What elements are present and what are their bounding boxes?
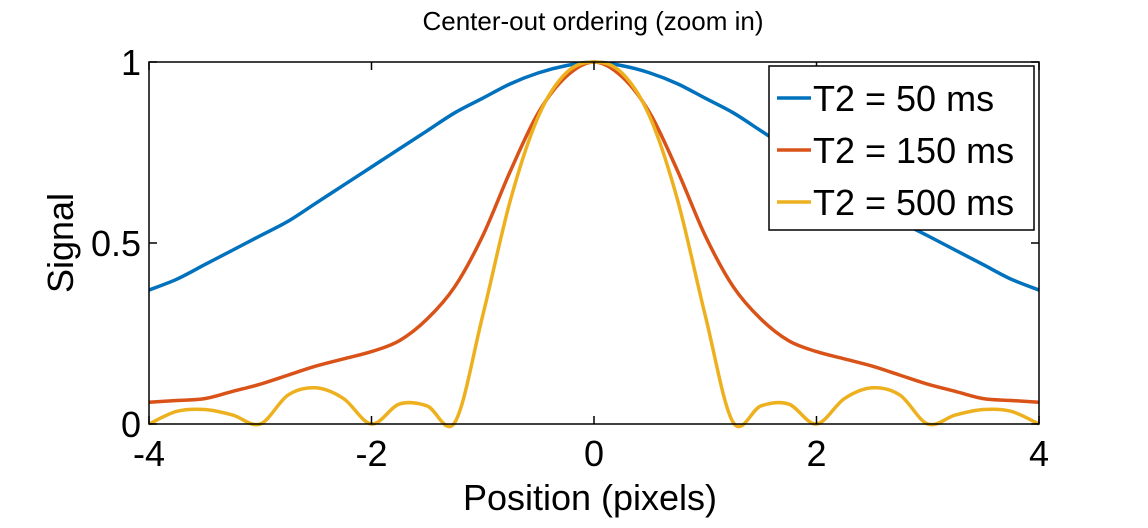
legend: T2 = 50 ms T2 = 150 ms T2 = 500 ms bbox=[768, 65, 1035, 231]
x-tick-label: 4 bbox=[1029, 433, 1049, 474]
y-axis-label: Signal bbox=[40, 193, 81, 293]
x-tick-label: -2 bbox=[355, 433, 387, 474]
y-tick-label: 0 bbox=[121, 404, 141, 445]
y-tick-label: 0.5 bbox=[91, 223, 141, 264]
legend-label: T2 = 500 ms bbox=[813, 182, 1014, 223]
legend-label: T2 = 50 ms bbox=[813, 78, 994, 119]
x-tick-label: 2 bbox=[806, 433, 826, 474]
x-axis-label: Position (pixels) bbox=[463, 477, 717, 518]
x-tick-label: 0 bbox=[584, 433, 604, 474]
legend-label: T2 = 150 ms bbox=[813, 130, 1014, 171]
chart-title: Center-out ordering (zoom in) bbox=[422, 6, 763, 36]
axes: -4 -2 0 2 4 0 0.5 1 bbox=[91, 42, 1049, 474]
y-tick-label: 1 bbox=[121, 42, 141, 83]
x-tick-label: -4 bbox=[133, 433, 165, 474]
legend-box bbox=[768, 65, 1035, 231]
